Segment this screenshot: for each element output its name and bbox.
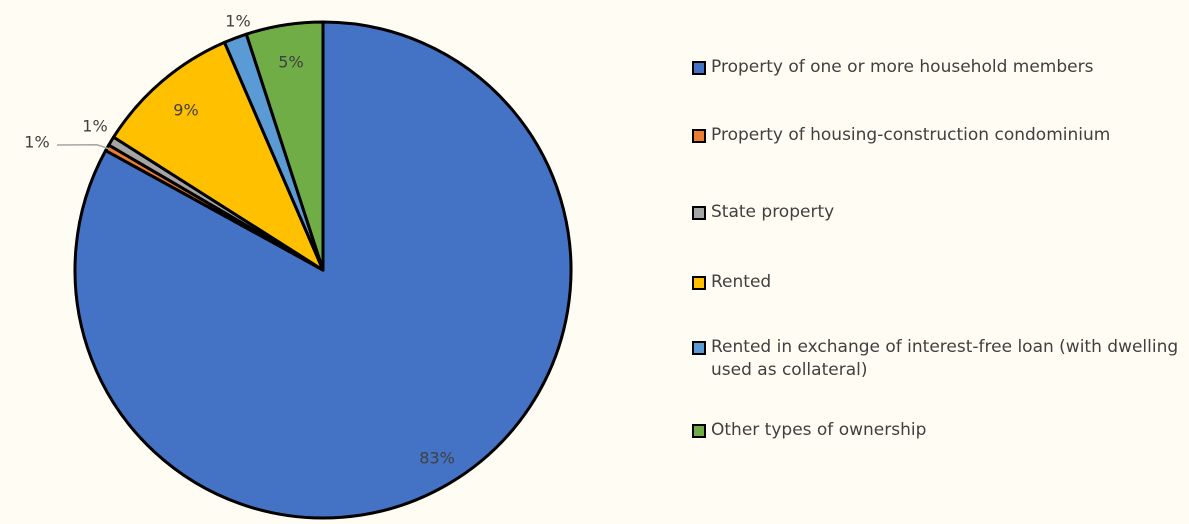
legend-swatch — [692, 276, 706, 290]
legend-label: Rented in exchange of interest-free loan… — [711, 337, 1179, 380]
slice-label-3: 1% — [82, 117, 107, 136]
legend-item-1: Property of one or more household member… — [692, 56, 1181, 79]
slice-label-2: 1% — [24, 133, 49, 152]
legend-item-5: Rented in exchange of interest-free loan… — [692, 336, 1181, 382]
legend-label: Property of one or more household member… — [711, 57, 1094, 77]
slice-label-1: 83% — [419, 449, 455, 468]
legend-label: Property of housing-construction condomi… — [711, 125, 1111, 145]
legend-swatch — [692, 61, 706, 75]
legend-swatch — [692, 206, 706, 220]
pie-slices — [73, 20, 573, 520]
legend-label: Rented — [711, 272, 772, 292]
legend-item-3: State property — [692, 201, 1181, 224]
slice-label-6: 5% — [278, 53, 303, 72]
legend-item-2: Property of housing-construction condomi… — [692, 124, 1181, 147]
legend-swatch — [692, 341, 706, 355]
legend-label: Other types of ownership — [711, 420, 927, 440]
legend-swatch — [692, 129, 706, 143]
legend-item-4: Rented — [692, 271, 1181, 294]
legend-swatch — [692, 424, 706, 438]
leader-lines — [56, 144, 110, 150]
slice-labels: 83% 1% 1% 9% 1% 5% — [24, 12, 454, 468]
pie-slice-6 — [244, 20, 325, 272]
leader-line-2 — [56, 144, 110, 150]
pie-slice-4 — [112, 40, 325, 272]
slice-label-5: 1% — [225, 12, 250, 31]
legend-label: State property — [711, 202, 835, 222]
slice-label-4: 9% — [173, 101, 198, 120]
legend-item-6: Other types of ownership — [692, 419, 1181, 442]
